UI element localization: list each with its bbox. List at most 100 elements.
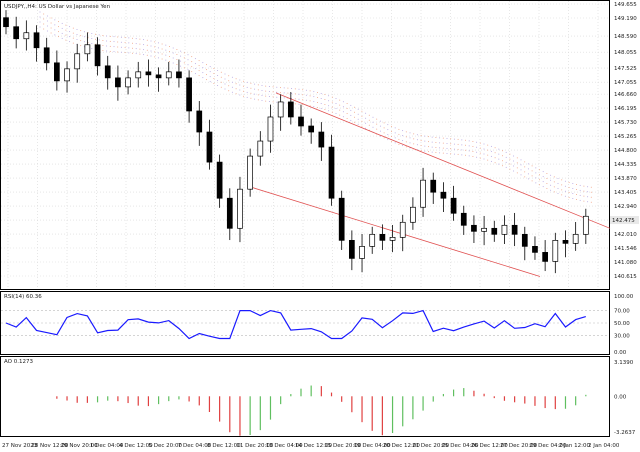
cloud-dot	[553, 186, 555, 188]
price-label: 147.525	[614, 66, 637, 72]
cloud-dot	[72, 37, 74, 39]
cloud-dot	[135, 38, 137, 40]
cloud-dot	[564, 180, 566, 182]
cloud-dot	[513, 160, 515, 162]
candle-body	[94, 44, 101, 67]
cloud-dot	[61, 27, 63, 29]
cloud-dot	[498, 158, 500, 160]
cloud-dot	[302, 94, 304, 96]
cloud-dot	[235, 78, 237, 80]
cloud-dot	[405, 131, 407, 133]
cloud-dot	[476, 141, 478, 143]
cloud-dot	[146, 44, 148, 46]
cloud-dot	[465, 149, 466, 151]
cloud-dot	[520, 164, 522, 166]
rsi-title: RSI(14) 60.36	[4, 294, 42, 300]
cloud-dot	[157, 42, 159, 44]
cloud-dot	[502, 160, 503, 162]
cloud-dot	[231, 76, 233, 78]
cloud-dot	[261, 90, 263, 92]
cloud-dot	[194, 73, 196, 75]
cloud-dot	[276, 101, 278, 103]
cloud-dot	[331, 106, 333, 108]
cloud-dot	[524, 171, 526, 173]
cloud-dot	[450, 148, 452, 150]
cloud-dot	[487, 149, 489, 151]
cloud-dot	[54, 29, 56, 31]
cloud-dot	[191, 71, 193, 73]
ao-panel[interactable]	[0, 356, 610, 437]
cloud-dot	[305, 89, 307, 91]
candle-body	[287, 101, 294, 118]
time-label: 28 Nov 12:00	[31, 443, 69, 449]
cloud-dot	[209, 71, 211, 73]
price-label: 141.080	[614, 260, 637, 266]
candle-body	[33, 32, 40, 49]
cloud-dot	[579, 184, 581, 186]
cloud-dot	[405, 146, 407, 148]
cloud-dot	[490, 150, 492, 152]
cloud-dot	[490, 145, 492, 147]
candle-body	[165, 71, 172, 79]
candle-body	[389, 236, 396, 241]
candle-body	[257, 140, 264, 157]
cloud-dot	[72, 42, 74, 44]
candle-body	[145, 71, 152, 76]
cloud-dot	[398, 143, 400, 145]
cloud-dot	[106, 40, 108, 42]
cloud-dot	[65, 39, 67, 41]
cloud-dot	[350, 109, 352, 111]
cloud-dot	[350, 104, 352, 106]
cloud-dot	[372, 121, 374, 123]
cloud-dot	[69, 26, 71, 28]
cloud-dot	[113, 41, 115, 43]
cloud-dot	[117, 36, 119, 38]
cloud-dot	[516, 167, 518, 169]
cloud-dot	[413, 133, 415, 135]
cloud-dot	[120, 41, 122, 43]
price-label: 149.190	[614, 16, 637, 22]
cloud-dot	[442, 147, 444, 149]
rsi-level-label: 50.00	[614, 321, 630, 327]
cloud-dot	[342, 106, 344, 108]
cloud-dot	[198, 65, 200, 67]
cloud-dot	[283, 102, 285, 104]
cloud-dot	[191, 56, 193, 58]
cloud-dot	[261, 100, 263, 102]
cloud-dot	[453, 153, 455, 155]
price-label: 146.660	[614, 92, 637, 98]
cloud-dot	[235, 88, 237, 90]
cloud-dot	[483, 148, 485, 150]
cloud-dot	[213, 83, 215, 85]
cloud-dot	[139, 53, 141, 55]
cloud-dot	[553, 181, 555, 183]
cloud-dot	[394, 137, 396, 139]
cloud-dot	[120, 51, 122, 53]
cloud-dot	[143, 49, 145, 51]
cloud-dot	[132, 42, 133, 44]
cloud-dot	[239, 84, 241, 86]
cloud-dot	[453, 138, 455, 140]
time-label: 20 Dec 12:00	[383, 443, 420, 449]
cloud-dot	[494, 147, 496, 149]
cloud-dot	[509, 153, 511, 155]
cloud-dot	[43, 13, 45, 15]
cloud-dot	[328, 110, 330, 112]
candle-body	[359, 246, 365, 259]
cloud-dot	[91, 48, 93, 50]
trend-channel[interactable]	[247, 92, 611, 277]
candle-body	[155, 74, 162, 79]
cloud-dot	[268, 86, 270, 88]
cloud-dot	[272, 91, 274, 93]
candle-body	[176, 71, 182, 79]
cloud-dot	[579, 189, 581, 191]
cloud-dot	[261, 95, 263, 97]
cloud-dot	[335, 103, 337, 105]
cloud-dot	[320, 92, 322, 94]
cloud-dot	[365, 117, 367, 119]
price-panel[interactable]	[0, 0, 610, 290]
cloud-dot	[431, 136, 433, 138]
cloud-dot	[457, 153, 459, 155]
